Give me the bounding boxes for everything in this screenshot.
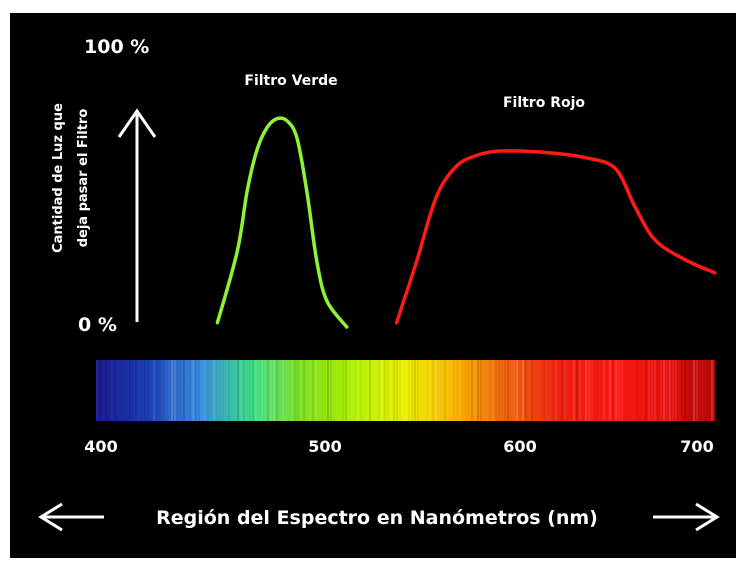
chart-panel [10, 13, 736, 558]
visible-spectrum-bar [96, 360, 715, 421]
spectrum-texture [96, 360, 713, 421]
series-label-verde: Filtro Verde [244, 73, 337, 89]
y-axis-label-line2: deja pasar el Filtro [76, 109, 91, 248]
x-tick-labels: 400 500 600 700 [84, 437, 713, 456]
x-tick-label: 500 [308, 437, 341, 456]
series-label-rojo: Filtro Rojo [503, 95, 585, 111]
x-tick-label: 400 [84, 437, 117, 456]
y-axis-arrow [117, 108, 157, 322]
x-axis-label: Región del Espectro en Nanómetros (nm) [156, 507, 598, 529]
filtro-verde-curve [215, 116, 349, 329]
x-tick-label: 600 [503, 437, 536, 456]
filtro-rojo-curve [394, 149, 717, 325]
y-top-label: 100 % [84, 36, 149, 58]
y-axis-label-line1: Cantidad de Luz que [51, 103, 66, 253]
right-axis-arrow [653, 502, 720, 532]
x-tick-label: 700 [680, 437, 713, 456]
left-axis-arrow [38, 502, 104, 532]
y-bottom-label: 0 % [78, 314, 117, 336]
